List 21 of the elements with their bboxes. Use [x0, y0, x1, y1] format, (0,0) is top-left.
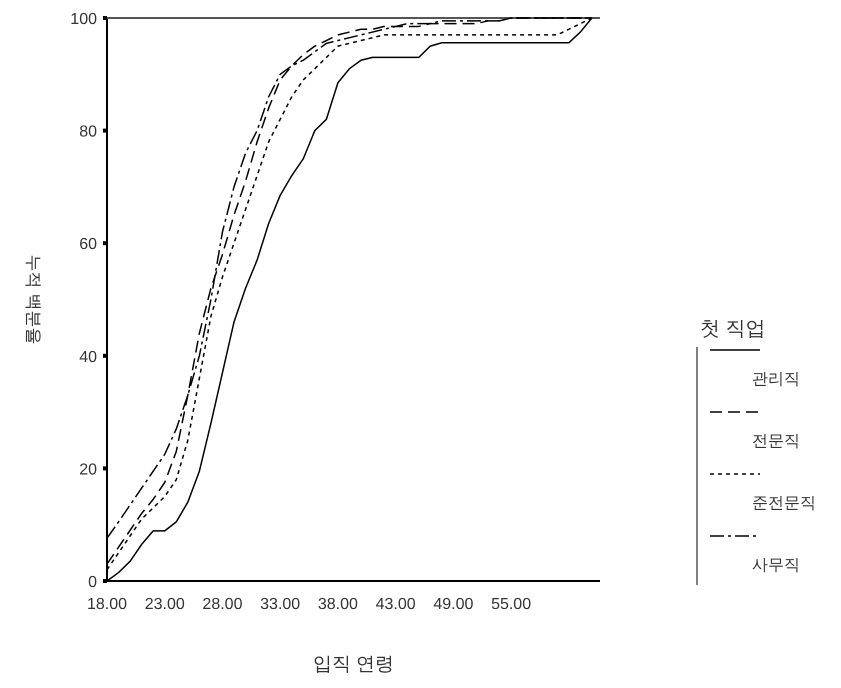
- y-tick-label: 60: [79, 236, 98, 254]
- x-tick-label: 49.00: [433, 596, 474, 613]
- x-tick-label: 23.00: [144, 596, 185, 613]
- x-tick-label: 33.00: [260, 596, 300, 613]
- x-axis-title: 입직 연령: [312, 654, 394, 675]
- x-tick-label: 38.00: [318, 596, 358, 613]
- x-tick-label: 55.00: [491, 596, 532, 613]
- text: 사무직: [752, 557, 800, 574]
- x-tick-label: 28.00: [202, 596, 243, 613]
- y-axis-title: 누적 백분율: [24, 254, 43, 344]
- legend-title: 첫 직업: [700, 318, 766, 340]
- text: 관리직: [752, 371, 800, 388]
- y-tick-label: 40: [79, 348, 98, 366]
- text: 준전문직: [752, 495, 816, 512]
- y-tick-label: 20: [79, 461, 98, 478]
- text: 전문직: [752, 433, 800, 450]
- x-tick-label: 18.00: [86, 596, 128, 613]
- y-tick-label: 80: [79, 124, 98, 141]
- y-tick-label: 0: [88, 574, 98, 591]
- y-tick-label: 100: [70, 11, 98, 28]
- x-tick-label: 43.00: [376, 596, 416, 613]
